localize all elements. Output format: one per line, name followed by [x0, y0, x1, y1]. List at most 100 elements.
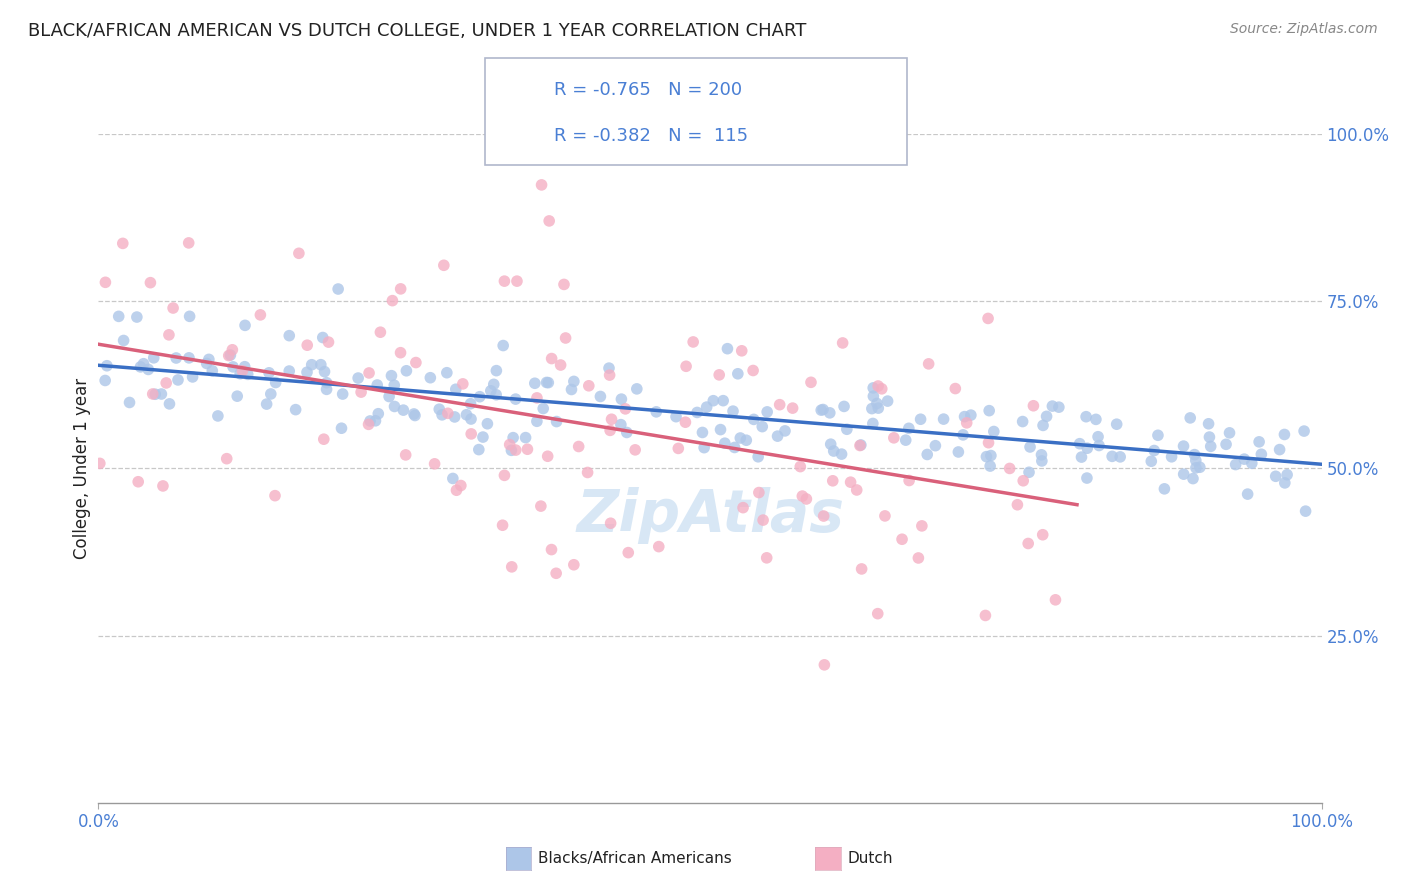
Point [505, 443, 527, 458]
Point [402, 407, 425, 421]
Point [384, 400, 406, 414]
Point [755, 550, 778, 565]
Point [598, 361, 620, 376]
Point [1070, 450, 1092, 464]
Point [1045, 592, 1067, 607]
Point [1295, 504, 1317, 518]
Point [648, 540, 671, 554]
Point [494, 274, 516, 288]
Point [392, 403, 415, 417]
Point [264, 376, 287, 390]
Point [917, 357, 939, 371]
Point [868, 379, 890, 393]
Point [142, 351, 165, 365]
Point [1022, 399, 1045, 413]
Point [873, 508, 896, 523]
Point [423, 457, 446, 471]
Point [1147, 428, 1170, 442]
Point [389, 282, 412, 296]
Point [430, 408, 453, 422]
Point [460, 397, 482, 411]
Point [1198, 430, 1220, 444]
Point [820, 437, 842, 451]
Point [811, 402, 834, 417]
Point [1032, 527, 1054, 541]
Point [568, 440, 591, 454]
Point [1153, 482, 1175, 496]
Point [870, 382, 893, 396]
Point [948, 445, 970, 459]
Point [742, 363, 765, 377]
Point [314, 365, 336, 379]
Point [229, 367, 252, 381]
Point [94, 374, 117, 388]
Point [451, 376, 474, 391]
Point [198, 352, 221, 367]
Text: Source: ZipAtlas.com: Source: ZipAtlas.com [1230, 22, 1378, 37]
Point [866, 607, 889, 621]
Point [139, 276, 162, 290]
Point [866, 396, 889, 410]
Point [977, 311, 1000, 326]
Point [862, 381, 884, 395]
Point [910, 412, 932, 426]
Point [600, 412, 623, 426]
Point [236, 368, 259, 382]
Point [537, 376, 560, 390]
Point [1184, 453, 1206, 467]
Point [1188, 460, 1211, 475]
Text: ZipAtlas: ZipAtlas [576, 487, 844, 543]
Point [152, 479, 174, 493]
Point [150, 387, 173, 401]
Point [578, 378, 600, 392]
Point [979, 403, 1001, 417]
Point [716, 342, 738, 356]
Point [1268, 442, 1291, 457]
Point [1236, 487, 1258, 501]
Point [395, 364, 418, 378]
Point [1140, 454, 1163, 468]
Point [111, 236, 134, 251]
Point [849, 438, 872, 452]
Point [952, 428, 974, 442]
Point [998, 461, 1021, 475]
Point [1250, 447, 1272, 461]
Point [1185, 461, 1208, 475]
Point [501, 443, 523, 458]
Point [485, 388, 508, 402]
Point [405, 355, 427, 369]
Point [1040, 399, 1063, 413]
Point [1031, 448, 1053, 462]
Point [818, 406, 841, 420]
Point [742, 412, 765, 426]
Point [553, 277, 575, 292]
Point [1018, 465, 1040, 479]
Point [526, 414, 548, 428]
Point [479, 384, 502, 398]
Point [821, 474, 844, 488]
Point [696, 400, 718, 414]
Point [468, 442, 491, 457]
Point [1109, 450, 1132, 464]
Point [1007, 498, 1029, 512]
Point [112, 334, 135, 348]
Point [673, 415, 696, 429]
Point [540, 351, 562, 366]
Point [1274, 427, 1296, 442]
Point [924, 439, 946, 453]
Point [868, 401, 890, 416]
Point [1019, 440, 1042, 454]
Point [357, 366, 380, 380]
Point [437, 406, 460, 420]
Point [201, 364, 224, 378]
Point [347, 371, 370, 385]
Point [506, 274, 529, 288]
Point [1087, 430, 1109, 444]
Point [1181, 472, 1204, 486]
Point [207, 409, 229, 423]
Point [482, 377, 505, 392]
Point [599, 423, 621, 437]
Point [162, 301, 184, 315]
Point [367, 407, 389, 421]
Point [810, 403, 832, 417]
